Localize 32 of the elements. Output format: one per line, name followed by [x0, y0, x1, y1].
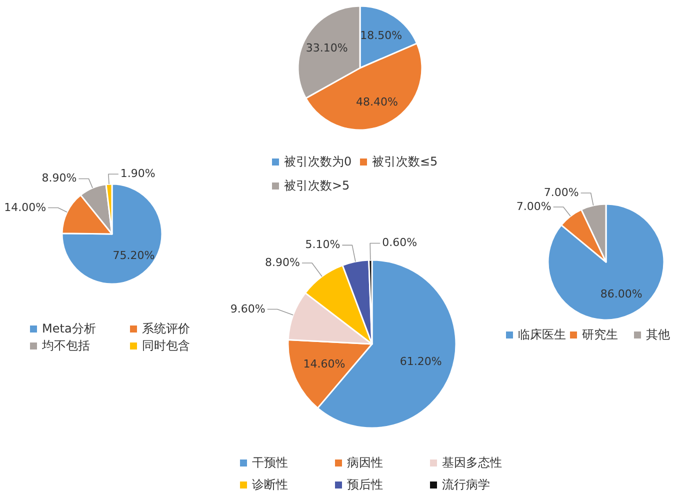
data-label: 8.90% — [42, 172, 77, 185]
legend-label: 研究生 — [582, 327, 618, 342]
legend-label: 被引次数为0 — [284, 154, 352, 168]
legend-label: 基因多态性 — [442, 455, 502, 470]
legend-label: 干预性 — [252, 455, 288, 470]
legend-label: 预后性 — [347, 477, 383, 492]
legend-label: 被引次数≤5 — [372, 154, 438, 168]
legend-label: Meta分析 — [42, 321, 96, 336]
data-label: 14.00% — [4, 200, 46, 214]
data-label: 14.60% — [303, 358, 346, 371]
legend-label: 诊断性 — [252, 477, 288, 492]
legend-label: 临床医生 — [518, 327, 566, 342]
data-label: 5.10% — [305, 238, 340, 252]
legend-label: 病因性 — [347, 455, 383, 470]
data-label: 75.20% — [112, 249, 155, 262]
legend-label: 被引次数>5 — [284, 178, 350, 192]
data-label: 48.40% — [356, 95, 398, 108]
data-label: 7.00% — [544, 186, 579, 200]
data-label: 1.90% — [120, 167, 156, 180]
legend-label: 均不包括 — [41, 338, 90, 352]
legend-label: 系统评价 — [142, 321, 190, 336]
data-label: 9.60% — [230, 302, 266, 316]
data-label: 86.00% — [600, 288, 642, 301]
data-label: 61.20% — [400, 354, 442, 368]
data-label: 33.10% — [306, 42, 348, 55]
data-label: 0.60% — [382, 236, 418, 250]
legend-label: 流行病学 — [442, 477, 490, 492]
data-label: 18.50% — [360, 28, 402, 42]
data-label: 7.00% — [516, 200, 552, 214]
data-label: 8.90% — [265, 256, 300, 270]
legend-label: 同时包含 — [142, 338, 190, 352]
legend-label: 其他 — [646, 327, 670, 342]
